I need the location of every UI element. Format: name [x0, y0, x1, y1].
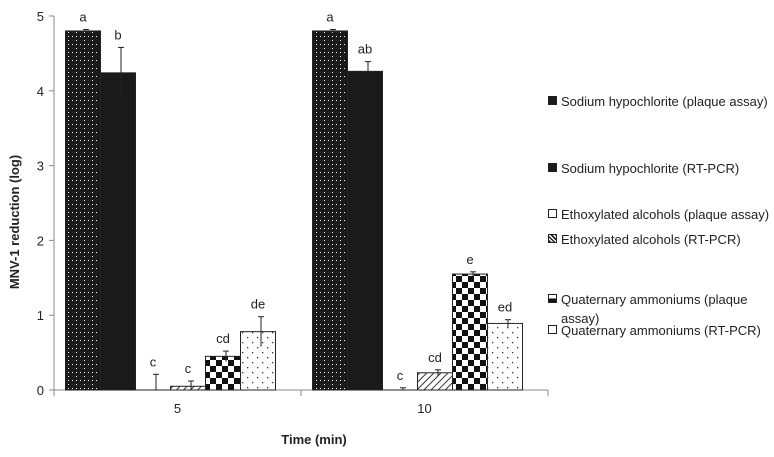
legend-label: Quaternary ammoniums (plaque assay) — [561, 292, 748, 326]
bar — [170, 385, 206, 391]
significance-label: e — [466, 252, 473, 267]
legend-swatch — [548, 234, 557, 243]
legend-item: Quaternary ammoniums (plaque assay) — [548, 290, 774, 328]
bar — [240, 331, 276, 391]
legend-label: Ethoxylated alcohols (plaque assay) — [561, 207, 770, 222]
bar — [417, 372, 453, 391]
significance-label: b — [114, 27, 121, 42]
x-tick-label: 10 — [417, 401, 431, 416]
significance-label: a — [79, 9, 87, 24]
legend-swatch — [548, 96, 557, 105]
significance-label: ed — [498, 300, 512, 315]
bars — [65, 28, 523, 391]
bar — [100, 72, 136, 391]
significance-label: de — [251, 297, 265, 312]
y-tick-label: 2 — [37, 233, 44, 248]
y-axis-label: MNV-1 reduction (log) — [7, 155, 22, 289]
legend-swatch — [548, 325, 557, 334]
significance-label: ab — [358, 42, 372, 57]
legend-item: Sodium hypochlorite (RT-PCR) — [548, 159, 774, 178]
legend-swatch — [548, 163, 557, 172]
legend-label: Ethoxylated alcohols (RT-PCR) — [561, 232, 741, 247]
x-tick-label: 5 — [174, 401, 181, 416]
significance-label: c — [397, 368, 404, 383]
x-axis-label: Time (min) — [281, 432, 347, 447]
bar — [487, 322, 523, 391]
significance-label: c — [150, 354, 157, 369]
legend-swatch — [548, 294, 557, 303]
y-tick-label: 4 — [37, 84, 44, 99]
legend-item: Ethoxylated alcohols (plaque assay) — [548, 205, 774, 224]
significance-label: c — [185, 361, 192, 376]
bar — [452, 273, 488, 391]
labels: MNV-1 reduction (log) Time (min) 0 1 2 3 4 5 5… — [7, 9, 512, 447]
bar — [312, 30, 348, 391]
y-tick-label: 1 — [37, 308, 44, 323]
bar — [205, 355, 241, 391]
y-tick-label: 0 — [37, 383, 44, 398]
bar — [65, 30, 101, 391]
y-tick-label: 3 — [37, 159, 44, 174]
significance-label: cd — [216, 331, 230, 346]
legend-label: Quaternary ammoniums (RT-PCR) — [561, 323, 761, 338]
legend-item: Sodium hypochlorite (plaque assay) — [548, 92, 774, 111]
legend-label: Sodium hypochlorite (RT-PCR) — [561, 161, 740, 176]
legend-item: Ethoxylated alcohols (RT-PCR) — [548, 230, 774, 249]
legend-label: Sodium hypochlorite (plaque assay) — [561, 94, 768, 109]
bar — [347, 70, 383, 391]
legend-item: Quaternary ammoniums (RT-PCR) — [548, 321, 774, 340]
y-tick-label: 5 — [37, 9, 44, 24]
legend-swatch — [548, 209, 557, 218]
significance-label: a — [326, 9, 334, 24]
significance-label: cd — [428, 350, 442, 365]
